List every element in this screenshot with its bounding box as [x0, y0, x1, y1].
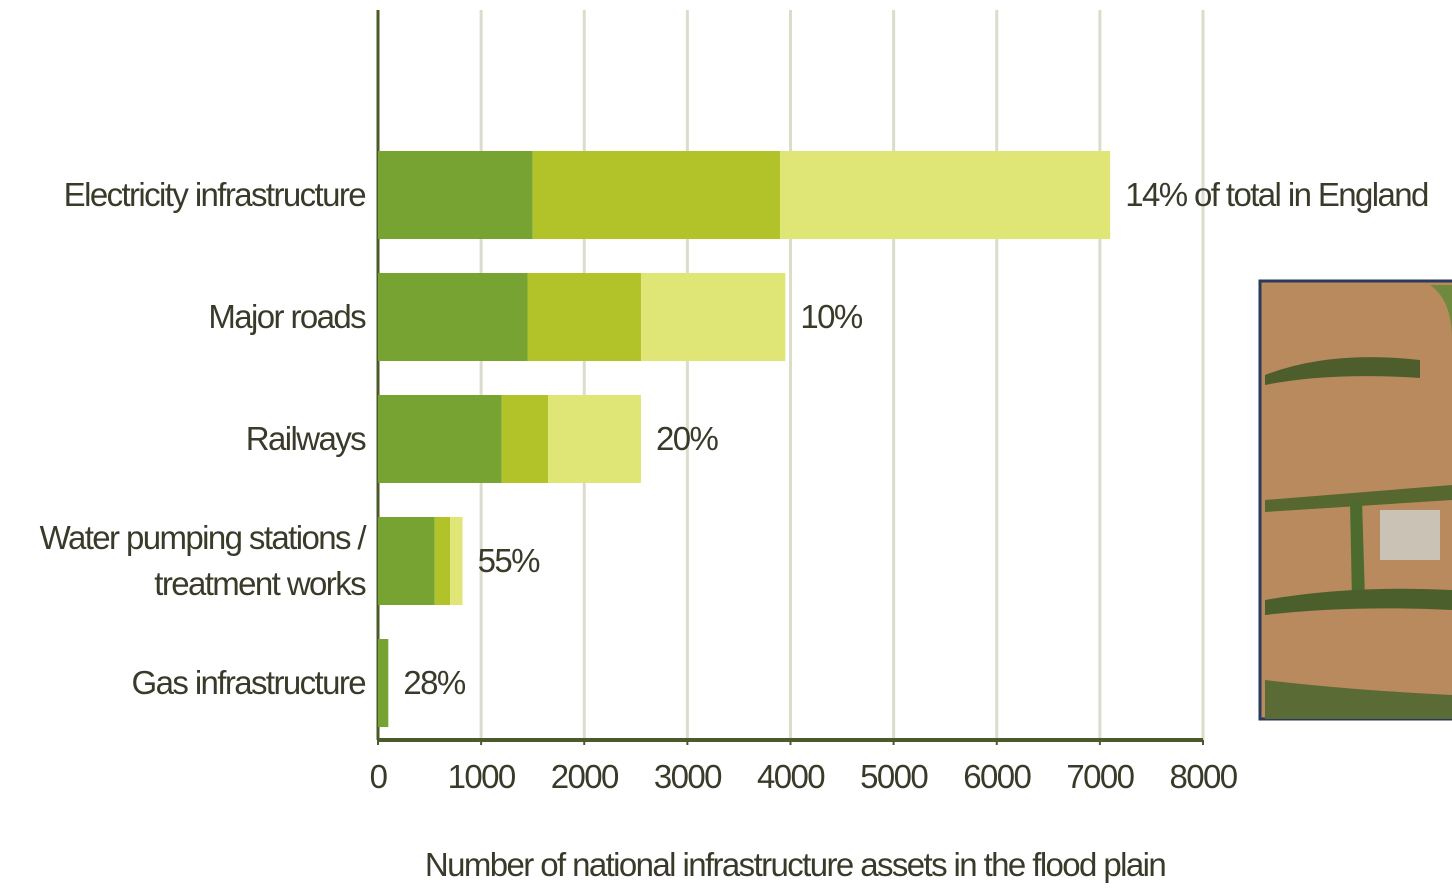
bar-segment [450, 517, 462, 605]
bar-segment [378, 151, 533, 239]
category-label: Major roads [208, 294, 365, 340]
bar-segment [502, 395, 548, 483]
bar-segment [533, 151, 781, 239]
x-tick-label: 7000 [1040, 754, 1160, 800]
annotation: 55% [478, 538, 539, 584]
x-tick-label: 8000 [1143, 754, 1263, 800]
bar-segment [435, 517, 450, 605]
x-tick-label: 4000 [731, 754, 851, 800]
x-tick-label: 3000 [627, 754, 747, 800]
x-tick-label: 2000 [524, 754, 644, 800]
bar-segment [641, 273, 785, 361]
bar-segment [378, 273, 528, 361]
x-tick-label: 5000 [834, 754, 954, 800]
category-label: Electricity infrastructure [64, 172, 365, 218]
page: 010002000300040005000600070008000 Number … [0, 0, 1452, 892]
bar-segment [528, 273, 641, 361]
x-tick-label: 0 [318, 754, 438, 800]
annotation: 14% of total in England [1125, 172, 1428, 218]
annotation: 28% [403, 660, 464, 706]
category-label: Railways [246, 416, 365, 462]
annotation: 10% [800, 294, 861, 340]
annotation: 20% [656, 416, 717, 462]
category-label: Water pumping stations / treatment works [40, 515, 365, 607]
bar-segment [378, 395, 502, 483]
bar-segment [378, 639, 388, 727]
bar-segment [780, 151, 1110, 239]
bar-segment [548, 395, 641, 483]
photo [1260, 281, 1452, 719]
category-label: Gas infrastructure [132, 660, 365, 706]
x-axis-label: Number of national infrastructure assets… [0, 842, 1452, 888]
bar-segment [378, 517, 435, 605]
x-tick-label: 6000 [937, 754, 1057, 800]
x-tick-label: 1000 [421, 754, 541, 800]
